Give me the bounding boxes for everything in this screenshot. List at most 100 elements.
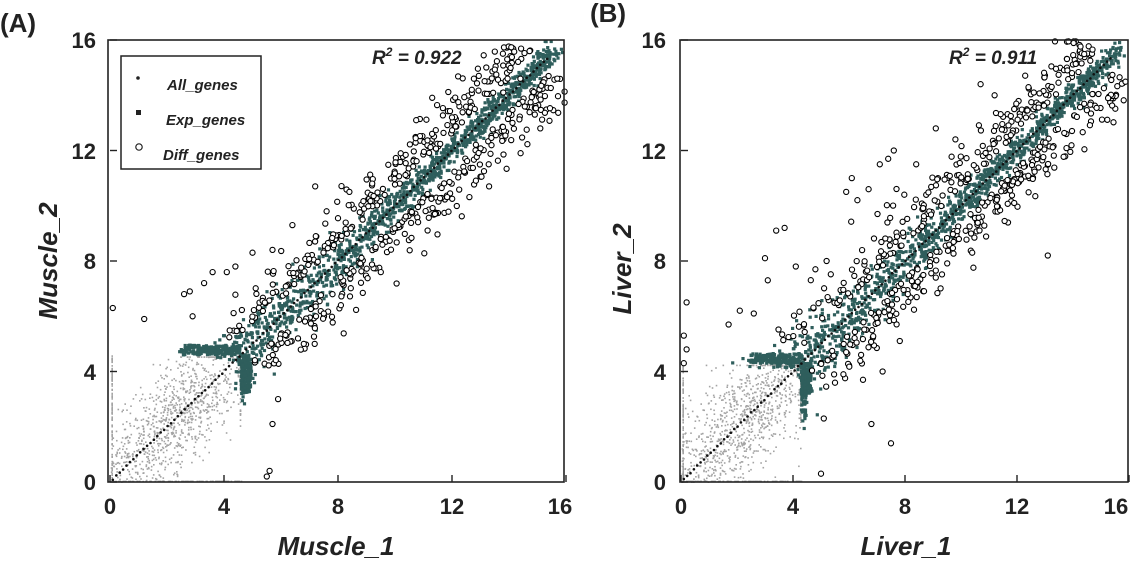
all-genes-point	[137, 473, 139, 475]
all-genes-point	[743, 427, 745, 430]
diff-genes-point	[272, 345, 279, 353]
all-genes-point	[216, 410, 219, 412]
all-genes-point	[789, 436, 791, 438]
all-genes-point	[116, 439, 118, 442]
all-genes-point	[127, 469, 129, 471]
all-genes-point	[165, 399, 168, 402]
all-genes-point	[203, 410, 206, 412]
all-genes-point	[774, 476, 777, 478]
all-genes-point	[180, 430, 183, 433]
all-genes-point	[121, 455, 123, 458]
diff-genes-point	[445, 208, 452, 215]
exp-genes-point	[251, 344, 255, 348]
all-genes-point	[169, 425, 171, 428]
exp-genes-point	[302, 301, 306, 305]
all-genes-point	[741, 461, 744, 463]
all-genes-point	[709, 447, 712, 450]
all-genes-point	[167, 408, 170, 410]
exp-genes-point	[252, 351, 256, 355]
all-genes-point	[689, 453, 692, 455]
exp-genes-point	[329, 281, 333, 285]
all-genes-point	[199, 399, 202, 401]
exp-genes-point	[542, 48, 546, 52]
all-genes-point	[199, 412, 201, 414]
exp-genes-point	[536, 56, 540, 60]
all-genes-point	[779, 392, 781, 394]
all-genes-point	[209, 405, 212, 408]
exp-genes-point	[246, 361, 250, 365]
all-genes-point	[739, 468, 742, 470]
all-genes-point	[800, 418, 802, 421]
exp-genes-point	[370, 213, 374, 217]
exp-genes-point	[469, 121, 473, 125]
all-genes-point	[184, 398, 186, 400]
all-genes-point	[756, 402, 759, 405]
all-genes-point	[157, 397, 160, 399]
exp-genes-point	[332, 268, 336, 272]
exp-genes-point	[958, 212, 962, 216]
exp-genes-point	[455, 147, 459, 151]
all-genes-point	[742, 455, 745, 457]
exp-genes-point	[506, 108, 510, 112]
all-genes-point	[198, 416, 200, 419]
diagonal-point	[152, 438, 156, 442]
exp-genes-point	[283, 302, 287, 306]
all-genes-point	[140, 478, 142, 480]
all-genes-point	[191, 461, 193, 464]
diagonal-point	[286, 308, 289, 312]
all-genes-point	[225, 432, 228, 434]
all-genes-point	[226, 410, 228, 412]
all-genes-point	[163, 400, 166, 402]
exp-genes-point	[553, 47, 557, 51]
exp-genes-point	[228, 346, 232, 350]
diff-genes-point	[422, 207, 429, 215]
exp-genes-point	[223, 346, 227, 350]
diagonal-point	[275, 318, 279, 321]
all-genes-point	[221, 412, 223, 415]
exp-genes-point	[389, 218, 393, 222]
exp-genes-point	[239, 331, 243, 335]
all-genes-point	[711, 426, 713, 429]
diff-genes-point	[444, 121, 451, 129]
all-genes-point	[760, 416, 763, 419]
exp-genes-point	[471, 128, 476, 132]
exp-genes-point	[531, 64, 535, 68]
all-genes-point	[127, 455, 130, 458]
all-genes-point	[738, 442, 740, 445]
exp-genes-point	[361, 238, 365, 242]
exp-genes-point	[178, 350, 182, 354]
all-genes-point	[187, 366, 190, 369]
all-genes-point	[152, 415, 154, 418]
all-genes-point	[175, 409, 178, 411]
all-genes-point	[165, 367, 167, 370]
all-genes-point	[151, 445, 153, 448]
all-genes-point	[738, 436, 741, 438]
exp-genes-point	[373, 216, 377, 220]
all-genes-point	[171, 424, 173, 426]
all-genes-point	[768, 437, 771, 440]
all-genes-point	[743, 400, 745, 403]
all-genes-point	[707, 469, 710, 472]
diff-genes-point	[505, 110, 513, 117]
all-genes-point	[740, 465, 742, 468]
all-genes-point	[160, 429, 163, 431]
all-genes-point	[731, 469, 733, 471]
exp-genes-point	[957, 217, 961, 221]
all-genes-point	[172, 454, 175, 456]
all-genes-point	[737, 403, 739, 406]
all-genes-point	[139, 463, 141, 466]
all-genes-point	[167, 432, 170, 435]
all-genes-point	[135, 394, 137, 396]
all-genes-point	[147, 458, 150, 460]
all-genes-point	[762, 381, 764, 383]
diagonal-point	[197, 395, 200, 398]
diff-genes-point	[500, 151, 507, 158]
all-genes-point	[684, 407, 687, 410]
all-genes-point	[206, 406, 209, 409]
diff-genes-point	[301, 268, 308, 275]
all-genes-point	[213, 404, 215, 407]
all-genes-point	[236, 366, 238, 369]
all-genes-point	[187, 356, 189, 358]
all-genes-point	[753, 398, 756, 401]
diagonal-point	[200, 391, 204, 395]
